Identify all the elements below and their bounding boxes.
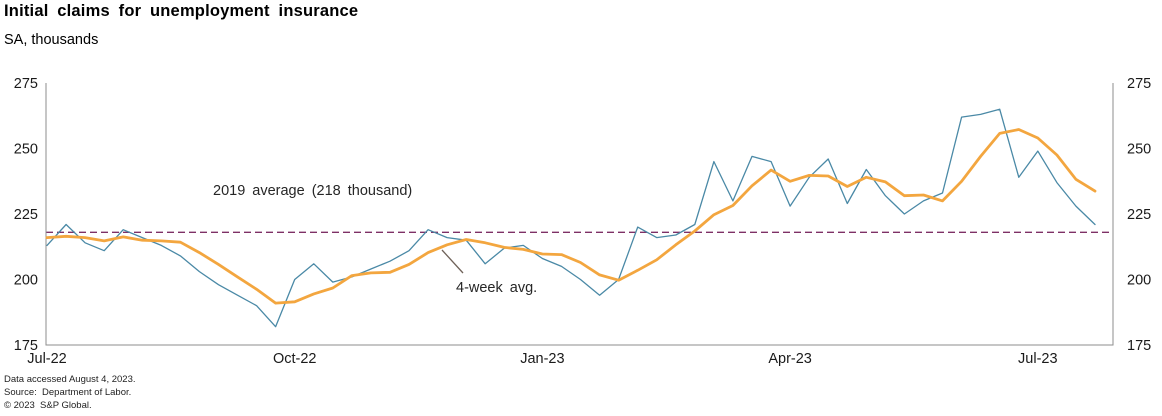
y-axis-label-right-250: 250 bbox=[1127, 142, 1151, 158]
y-axis-label-right-200: 200 bbox=[1127, 273, 1151, 289]
chart-title: Initial claims for unemployment insuranc… bbox=[4, 2, 359, 20]
series-line-4-week-avg bbox=[45, 128, 1097, 305]
footer-line-source: Source: Department of Labor. bbox=[4, 386, 132, 398]
y-axis-label-left-225: 225 bbox=[14, 207, 38, 223]
x-axis-label-Jul-23: Jul-23 bbox=[1018, 351, 1058, 367]
plot-frame bbox=[45, 83, 1114, 346]
y-axis-label-right-275: 275 bbox=[1127, 76, 1151, 92]
y-axis-label-left-250: 250 bbox=[14, 142, 38, 158]
annotation-pointer-line bbox=[441, 249, 464, 274]
y-axis-label-left-275: 275 bbox=[14, 76, 38, 92]
reference-line-label: 2019 average (218 thousand) bbox=[213, 183, 412, 199]
chart-footer: Data accessed August 4, 2023. Source: De… bbox=[4, 374, 136, 412]
x-axis-label-Apr-23: Apr-23 bbox=[768, 351, 812, 367]
footer-line-copyright: © 2023 S&P Global. bbox=[4, 399, 92, 411]
footer-line-data-accessed: Data accessed August 4, 2023. bbox=[4, 374, 136, 385]
annotation-4-week-avg-label: 4-week avg. bbox=[456, 280, 537, 296]
series-line-weekly-claims bbox=[46, 108, 1096, 328]
y-axis-label-right-225: 225 bbox=[1127, 207, 1151, 223]
x-axis-label-Jul-22: Jul-22 bbox=[27, 351, 67, 367]
chart-subtitle: SA, thousands bbox=[4, 32, 99, 48]
y-axis-label-left-200: 200 bbox=[14, 273, 38, 289]
line-chart: 175 175 200 200 225 225 250 250 275 275 Jul-22 Oct-… bbox=[14, 76, 1151, 367]
x-axis-label-Oct-22: Oct-22 bbox=[273, 351, 317, 367]
y-axis-label-left-175: 175 bbox=[14, 338, 38, 354]
y-axis-label-right-175: 175 bbox=[1127, 338, 1151, 354]
x-axis-label-Jan-23: Jan-23 bbox=[520, 351, 564, 367]
